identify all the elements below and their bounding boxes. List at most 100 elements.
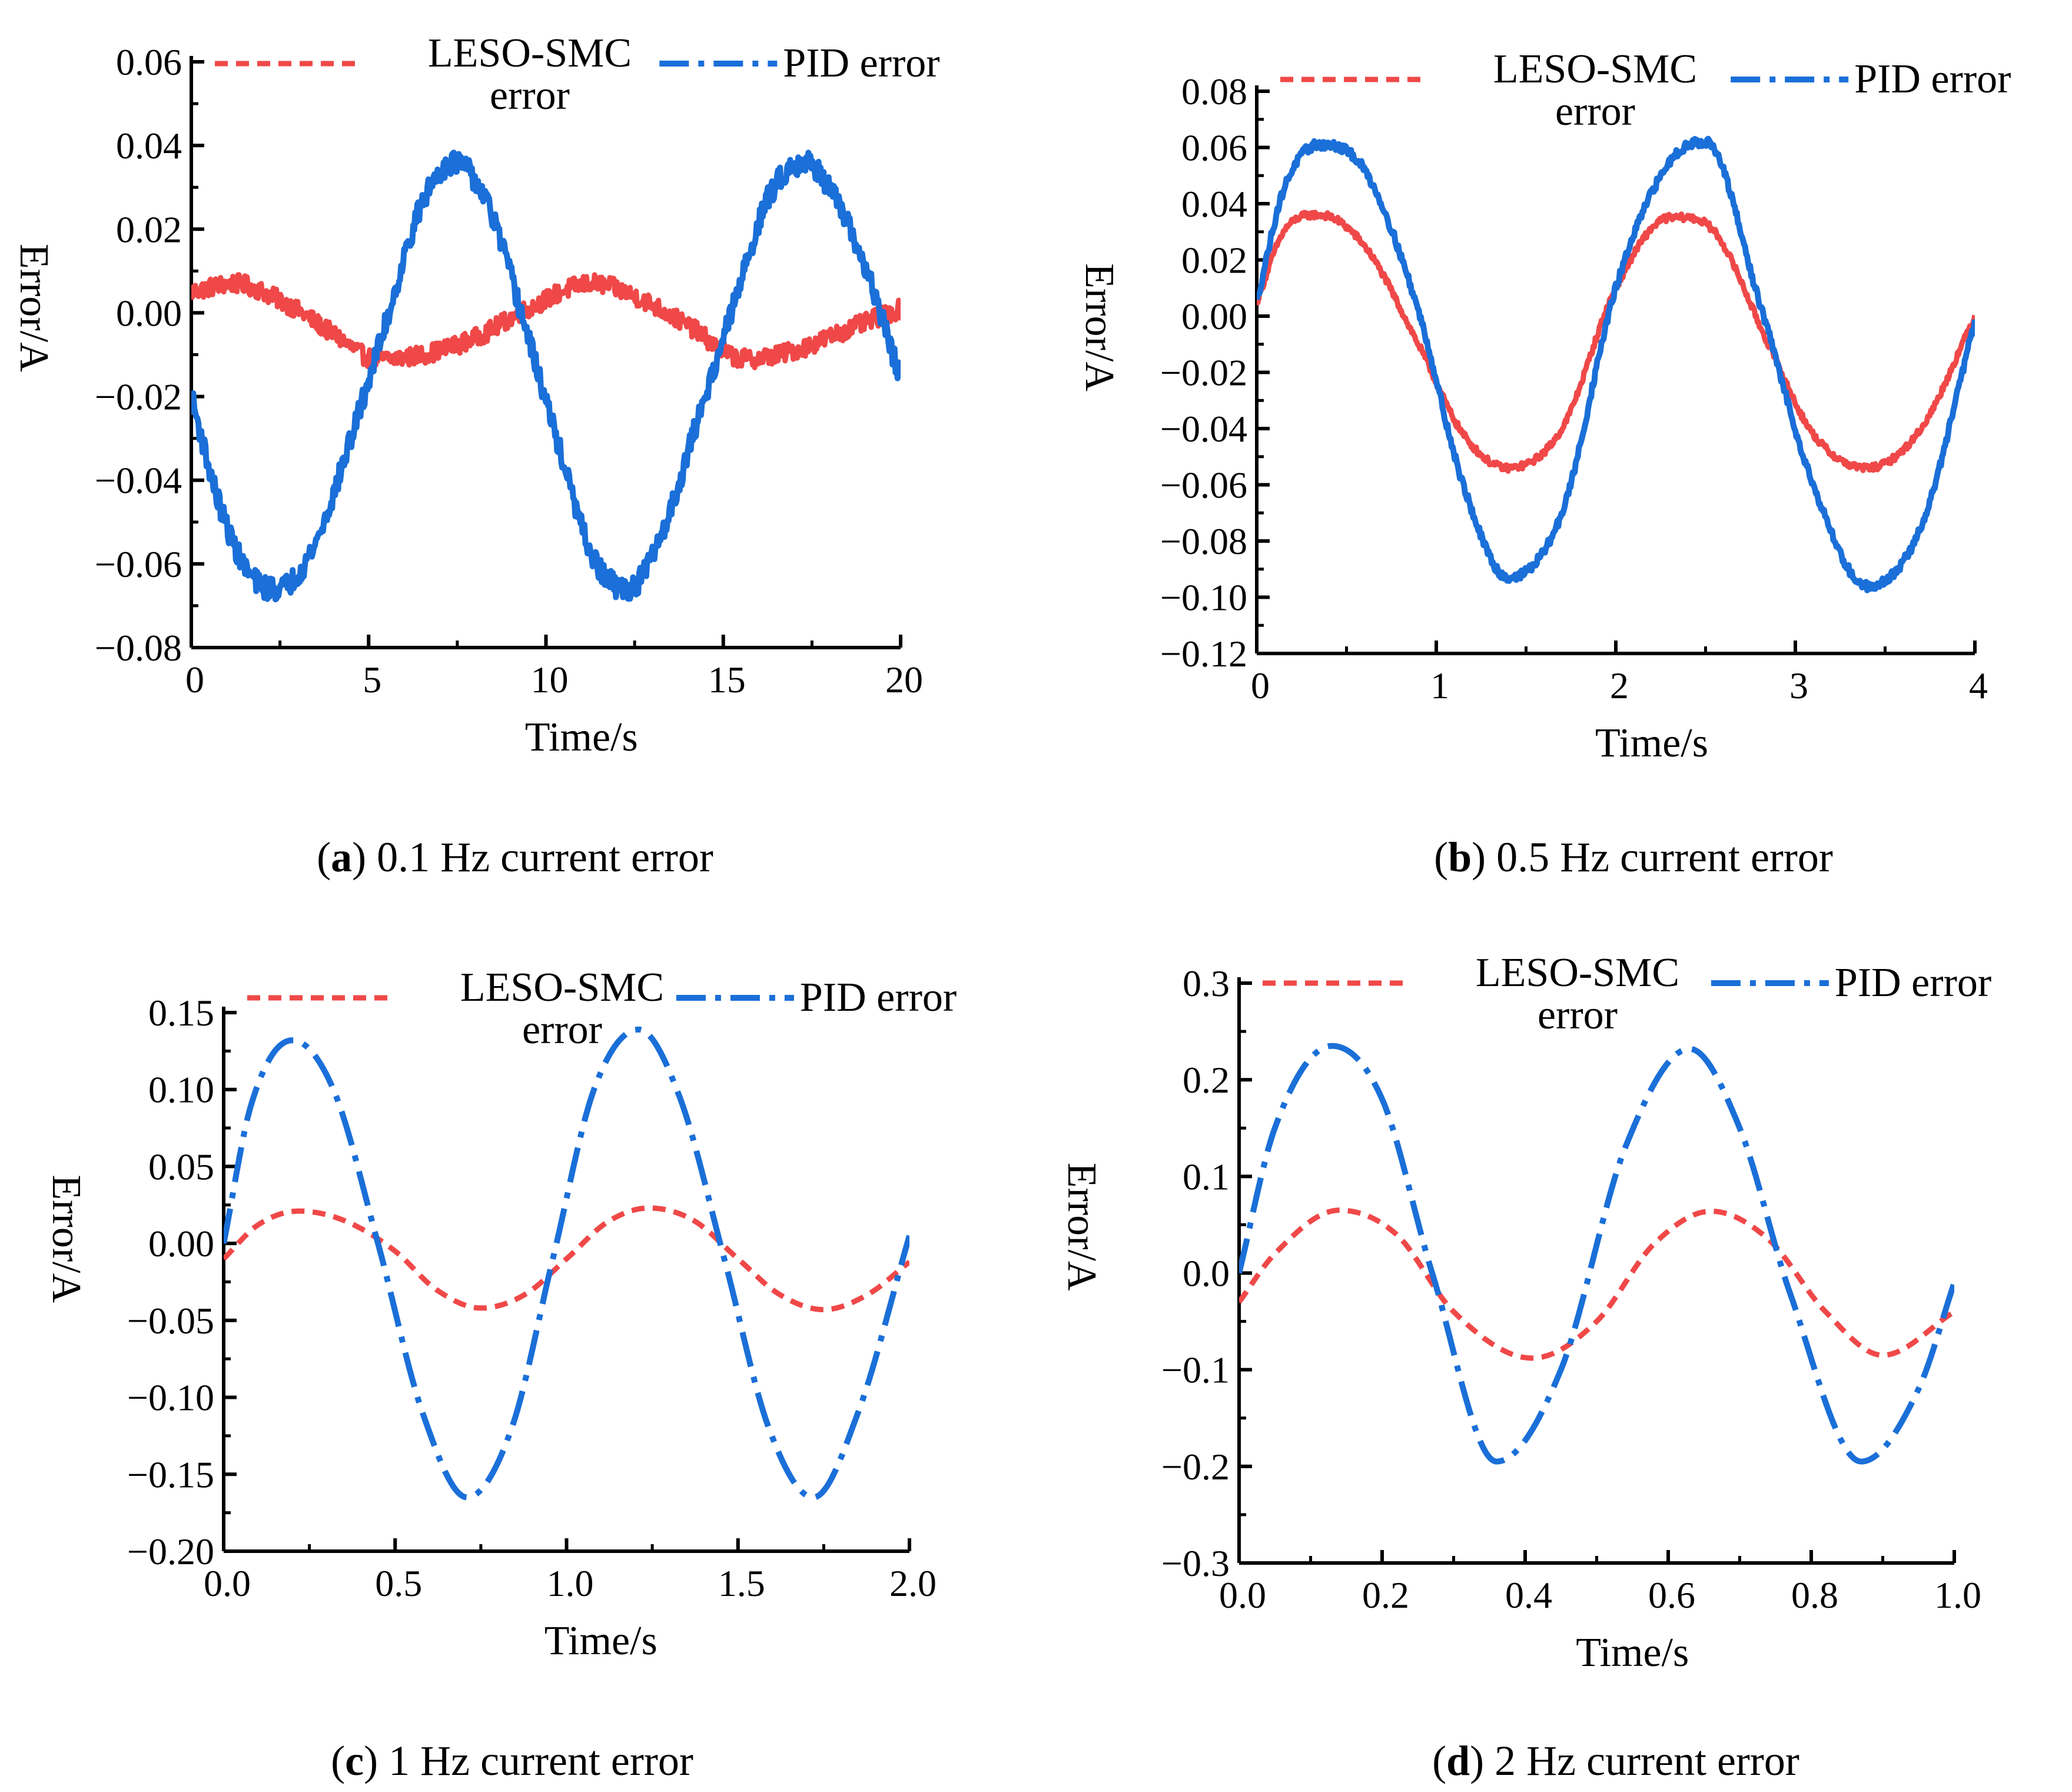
panel-b: 0.08 0.06 0.04 0.02 0.00 −0.02 −0.04 −0.06 −0.08…	[1077, 47, 2011, 881]
y-tick-label: −0.10	[1160, 577, 1247, 619]
caption-text: 1 Hz current error	[388, 1737, 693, 1784]
panel-caption: (b) 0.5 Hz current error	[1434, 834, 1833, 881]
x-tick-label: 1.0	[547, 1562, 594, 1604]
x-tick-label: 2.0	[889, 1562, 937, 1604]
y-tick-label: 0.1	[1183, 1156, 1230, 1197]
y-tick-label: −0.1	[1161, 1349, 1230, 1391]
panel-caption: (c) 1 Hz current error	[331, 1737, 693, 1784]
caption-letter: c	[345, 1737, 364, 1784]
y-tick-label: −0.02	[95, 376, 182, 418]
x-tick-label: 1	[1430, 665, 1449, 706]
y-axis-title: Error/A	[11, 244, 57, 372]
y-tick-label: −0.06	[95, 543, 182, 585]
y-tick-label: −0.02	[1160, 352, 1247, 394]
x-tick-label: 20	[885, 659, 923, 701]
legend-label-line: error	[1555, 89, 1635, 134]
y-tick-label: −0.20	[127, 1531, 214, 1572]
x-tick-label: 4	[1969, 665, 1988, 706]
x-tick-label: 0.8	[1791, 1574, 1838, 1616]
y-axis-title: Error/A	[1059, 1163, 1104, 1291]
legend-label-line: LESO-SMC	[1493, 47, 1697, 92]
y-tick-label: 0.2	[1183, 1059, 1230, 1101]
series-line-pid	[1239, 1043, 1954, 1465]
y-tick-label: 0.02	[116, 208, 182, 250]
legend-label-pid: PID error	[1854, 57, 2011, 102]
caption-text: 2 Hz current error	[1495, 1737, 1799, 1784]
x-tick-label: 0.4	[1505, 1574, 1552, 1616]
y-tick-label: 0.04	[116, 125, 182, 167]
x-axis-title: Time/s	[544, 1618, 658, 1664]
y-tick-label: −0.08	[1160, 520, 1247, 562]
caption-letter: a	[331, 834, 352, 881]
y-tick-label: −0.04	[95, 460, 182, 502]
x-tick-label: 0	[185, 659, 204, 701]
x-tick-label: 10	[531, 659, 569, 701]
y-tick-label: 0.00	[116, 292, 182, 334]
legend-label-line: LESO-SMC	[428, 31, 632, 76]
caption-letter: b	[1448, 834, 1472, 881]
x-tick-label: 2	[1610, 665, 1629, 706]
caption-letter: d	[1446, 1737, 1470, 1784]
x-tick-label: 0.0	[204, 1562, 251, 1604]
y-axis-title: Error/A	[44, 1174, 89, 1303]
caption-paren: (	[331, 1737, 345, 1784]
y-tick-label: 0.00	[1181, 296, 1247, 337]
x-tick-label: 0	[1251, 665, 1270, 706]
legend-label-line: error	[1538, 993, 1618, 1038]
x-tick-label: 0.0	[1219, 1574, 1266, 1616]
y-tick-label: 0.08	[1181, 71, 1247, 112]
y-tick-label: −0.04	[1160, 408, 1247, 450]
y-tick-label: 0.02	[1181, 240, 1247, 281]
legend-label-leso-smc: LESO-SMC error	[460, 965, 664, 1053]
series-line-pid	[1257, 135, 1975, 593]
y-tick-label: −0.3	[1161, 1542, 1230, 1584]
y-tick-label: −0.08	[95, 627, 182, 669]
series-line-leso-smc	[1257, 210, 1975, 474]
legend: LESO-SMC error PID error	[1263, 950, 1991, 1038]
x-tick-label: 3	[1789, 665, 1808, 706]
caption-paren: (	[1432, 1737, 1446, 1784]
y-tick-label: 0.05	[148, 1146, 214, 1187]
x-axis-title: Time/s	[1595, 721, 1708, 766]
legend-label-line: LESO-SMC	[1476, 950, 1679, 995]
panel-d: 0.30.20.10.0−0.1−0.2−0.30.0 0.2 0.4 0.6 0.8 1…	[1059, 950, 1991, 1784]
y-tick-label: −0.05	[127, 1300, 214, 1342]
legend-label-line: LESO-SMC	[460, 965, 664, 1010]
y-tick-label: 0.10	[148, 1069, 214, 1111]
x-tick-label: 1.5	[718, 1562, 765, 1604]
legend-label-pid: PID error	[783, 41, 939, 86]
y-tick-label: −0.06	[1160, 464, 1247, 506]
x-tick-label: 5	[363, 659, 381, 701]
x-tick-label: 0.6	[1648, 1574, 1695, 1616]
y-tick-label: 0.3	[1183, 963, 1230, 1004]
caption-paren: )	[352, 834, 377, 881]
series-line-pid	[224, 1026, 909, 1501]
caption-text: 0.5 Hz current error	[1496, 834, 1833, 881]
y-tick-label: 0.00	[148, 1223, 214, 1265]
y-tick-label: −0.15	[127, 1453, 214, 1495]
y-tick-label: −0.2	[1161, 1446, 1230, 1488]
x-tick-label: 15	[708, 659, 746, 701]
y-tick-label: 0.15	[148, 992, 214, 1034]
series-line-pid	[191, 150, 901, 603]
y-tick-label: 0.04	[1181, 183, 1247, 225]
legend: LESO-SMC error PID error	[1280, 47, 2011, 134]
panel-a: 0.06 0.04 0.02 0.00 −0.02 −0.04 −0.06 −0.080 5 10…	[11, 31, 940, 881]
legend-label-pid: PID error	[1835, 960, 1991, 1005]
legend: LESO-SMC error PID error	[215, 31, 940, 118]
legend-label-leso-smc: LESO-SMC error	[1493, 47, 1697, 134]
legend-label-line: error	[522, 1007, 602, 1053]
y-tick-label: 0.06	[116, 41, 182, 83]
x-tick-label: 0.5	[375, 1562, 422, 1604]
caption-paren: )	[1472, 834, 1496, 881]
x-axis-title: Time/s	[1576, 1630, 1689, 1675]
legend-label-leso-smc: LESO-SMC error	[1476, 950, 1679, 1038]
panel-caption: (a) 0.1 Hz current error	[317, 834, 713, 881]
y-tick-label: 0.06	[1181, 127, 1247, 169]
caption-paren: )	[1470, 1737, 1495, 1784]
legend-label-line: error	[490, 73, 570, 118]
caption-paren: )	[364, 1737, 388, 1784]
x-tick-label: 0.2	[1362, 1574, 1409, 1616]
caption-text: 0.1 Hz current error	[377, 834, 713, 881]
